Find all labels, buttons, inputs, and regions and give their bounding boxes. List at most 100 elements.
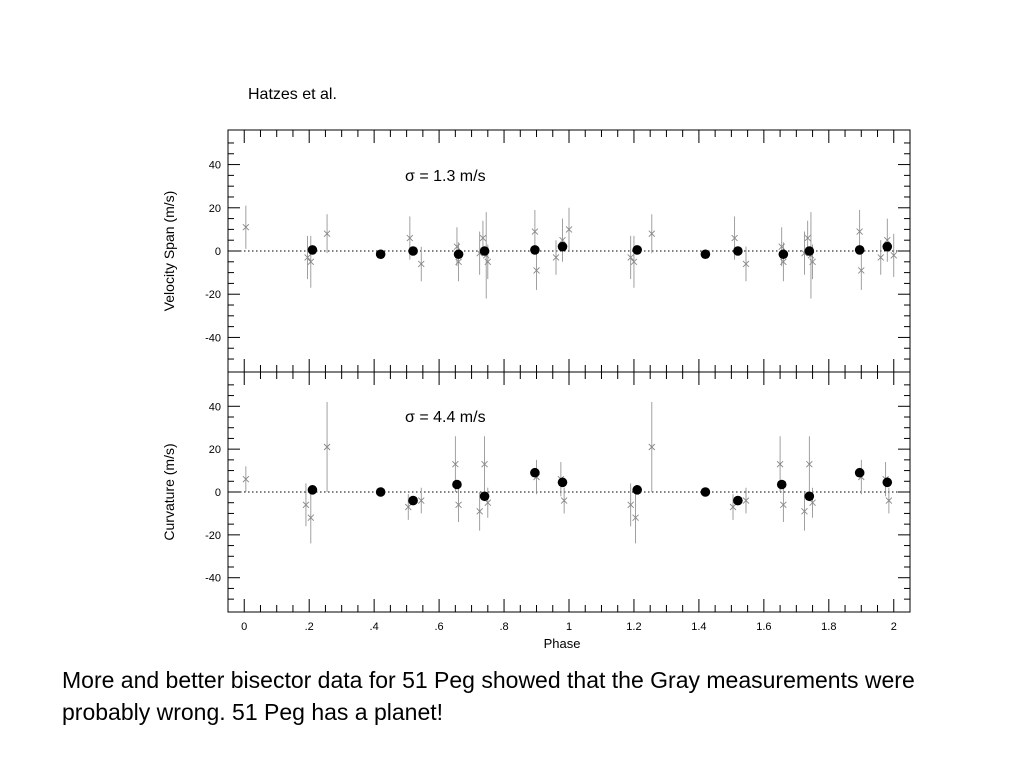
data-point-mean <box>307 485 318 495</box>
data-point-cross <box>776 460 784 468</box>
data-point-mean <box>557 241 568 252</box>
data-point-cross <box>627 501 635 509</box>
sigma-annotation: σ = 1.3 m/s <box>405 168 486 185</box>
data-point-cross <box>307 514 315 522</box>
data-point-mean <box>854 245 865 255</box>
data-point-mean <box>375 487 386 497</box>
data-point-cross <box>242 475 250 483</box>
y-tick-label: 0 <box>215 487 221 499</box>
curvature-panel: Curvature (m/s) σ = 4.4 m/s Phase -40 -20… <box>161 371 911 651</box>
y-tick-label: -40 <box>205 573 221 585</box>
x-tick-label: 2 <box>891 621 897 633</box>
y-tick-label: 40 <box>209 401 221 413</box>
data-point-cross <box>883 236 891 244</box>
data-point-cross <box>801 507 808 515</box>
data-point-mean <box>804 491 815 502</box>
data-point-mean <box>804 246 815 256</box>
data-point-mean <box>733 246 743 256</box>
data-point-cross <box>406 234 414 242</box>
data-point-mean <box>632 245 642 255</box>
y-tick-label: -20 <box>205 530 221 542</box>
y-axis-label: Velocity Span (m/s) <box>161 191 177 312</box>
data-point-cross <box>809 258 816 266</box>
data-point-cross <box>304 254 311 261</box>
data-point-cross <box>632 514 639 522</box>
sigma-annotation: σ = 4.4 m/s <box>405 409 486 426</box>
data-point-mean <box>700 487 711 497</box>
data-point-mean <box>408 495 418 506</box>
data-point-cross <box>323 230 331 238</box>
data-point-mean <box>700 249 711 260</box>
data-point-cross <box>323 443 331 451</box>
x-tick-label: 1.8 <box>821 621 836 633</box>
data-point-cross <box>479 234 487 242</box>
data-point-cross <box>417 260 425 268</box>
y-tick-label: 20 <box>209 444 221 456</box>
x-axis-label: Phase <box>544 636 581 651</box>
data-point-mean <box>479 491 490 502</box>
data-point-mean <box>882 477 893 488</box>
x-tick-label: 1.2 <box>626 621 641 633</box>
data-point-cross <box>533 267 540 274</box>
data-point-cross <box>481 460 488 468</box>
x-tick-label: 1 <box>566 621 572 633</box>
data-point-mean <box>375 249 386 260</box>
data-point-cross <box>404 503 412 511</box>
data-point-cross <box>780 258 787 266</box>
data-point-cross <box>731 234 738 242</box>
data-point-cross <box>780 501 787 509</box>
y-tick-label: -20 <box>205 289 221 301</box>
figure-credit: Hatzes et al. <box>248 86 337 103</box>
data-point-mean <box>776 479 787 490</box>
data-point-cross <box>307 258 315 266</box>
data-point-cross <box>455 501 462 509</box>
y-tick-label: 0 <box>215 246 221 258</box>
y-tick-label: -40 <box>205 332 221 344</box>
x-tick-label: 1.4 <box>691 621 706 633</box>
data-point-cross <box>648 230 656 238</box>
x-tick-label: 0 <box>241 621 247 633</box>
data-point-mean <box>479 246 490 256</box>
data-point-cross <box>648 443 656 451</box>
data-point-cross <box>559 236 566 244</box>
marks: -40 -20 0 20 40 0 .2 .4 .6 .8 1 1.2 1.4 1.6 1.8 2 <box>205 372 910 633</box>
data-point-cross <box>742 260 750 268</box>
data-point-cross <box>476 507 484 515</box>
data-point-mean <box>882 241 893 252</box>
data-point-mean <box>530 245 540 255</box>
data-point-cross <box>856 228 863 235</box>
y-tick-label: 20 <box>209 203 221 215</box>
x-tick-label: .6 <box>435 621 444 633</box>
marks: -40 -20 0 20 40 <box>205 130 910 372</box>
data-point-cross <box>857 267 865 274</box>
bisector-figure: Velocity Span (m/s) σ = 1.3 m/s -40 -20 0 2… <box>161 129 911 651</box>
data-point-cross <box>242 223 250 231</box>
data-point-mean <box>307 245 318 255</box>
data-point-cross <box>560 497 568 504</box>
data-point-cross <box>452 460 459 468</box>
data-point-mean <box>408 246 418 256</box>
x-tick-label: .2 <box>305 621 314 633</box>
data-point-mean <box>452 479 462 490</box>
data-point-mean <box>632 485 642 495</box>
data-point-cross <box>565 226 573 233</box>
slide-caption: More and better bisector data for 51 Peg… <box>62 667 915 725</box>
x-tick-label: .4 <box>370 621 379 633</box>
data-point-cross <box>531 228 539 235</box>
data-point-cross <box>552 254 560 261</box>
data-point-cross <box>885 497 893 504</box>
data-point-cross <box>742 497 750 504</box>
data-point-cross <box>890 252 898 259</box>
data-point-mean <box>557 477 568 488</box>
y-axis-label: Curvature (m/s) <box>161 443 177 540</box>
x-tick-label: .8 <box>499 621 508 633</box>
data-point-mean <box>778 249 789 260</box>
velocity-span-panel: Velocity Span (m/s) σ = 1.3 m/s -40 -20 0 2… <box>161 129 911 373</box>
data-point-cross <box>804 234 812 242</box>
data-point-cross <box>417 497 425 504</box>
data-point-mean <box>854 467 865 478</box>
data-point-mean <box>530 467 540 478</box>
data-point-cross <box>484 258 492 266</box>
data-point-cross <box>877 254 885 261</box>
data-point-cross <box>806 460 813 468</box>
